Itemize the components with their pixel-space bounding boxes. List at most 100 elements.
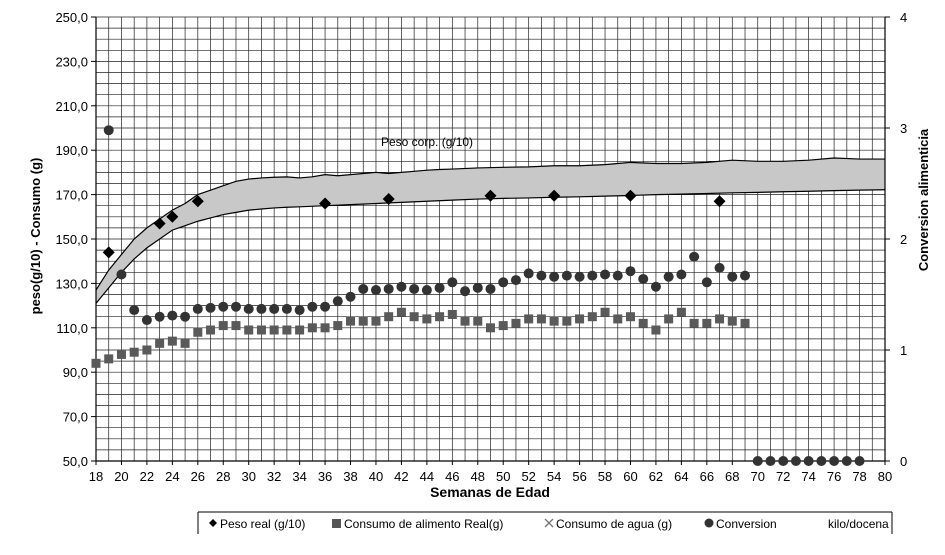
consumo-alimento-point [244, 325, 254, 335]
consumo-alimento-point [486, 323, 495, 333]
conversion-point [230, 301, 241, 312]
consumo-alimento-point [346, 316, 356, 326]
y2-axis-label: Conversion alimenticia [916, 128, 931, 271]
series-3 [103, 125, 865, 466]
x-axis-label: Semanas de Edad [430, 484, 550, 500]
x-tick-label: 34 [292, 469, 306, 484]
conversion-point [243, 303, 254, 314]
consumo-alimento-point [155, 338, 165, 348]
conversion-point [129, 305, 140, 316]
consumo-alimento-point [269, 325, 279, 335]
band-upper-line [95, 157, 885, 291]
conversion-point [141, 315, 152, 326]
legend-label-consumo-agua: Consumo de agua (g) [556, 517, 672, 531]
conversion-point [383, 283, 394, 294]
peso-real-point [319, 197, 332, 210]
conversion-point [370, 285, 381, 296]
conversion-point [790, 456, 801, 466]
y-tick-label: 110,0 [56, 321, 88, 336]
consumo-alimento-point [422, 314, 432, 324]
conversion-point [472, 282, 483, 293]
consumo-alimento-point [689, 318, 699, 328]
conversion-point [103, 125, 114, 136]
x-tick-label: 52 [521, 469, 535, 484]
peso-real-point [191, 195, 204, 208]
series-0 [102, 189, 726, 259]
conversion-point [396, 281, 407, 292]
consumo-alimento-point [676, 307, 686, 317]
conversion-point [536, 270, 547, 281]
conversion-point [701, 277, 712, 288]
y-tick-label: 130,0 [55, 276, 88, 291]
consumo-alimento-point [664, 314, 674, 324]
y-axis-label: peso(g/10) - Consumo (g) [28, 158, 43, 315]
consumo-alimento-point [435, 312, 445, 322]
conversion-point [638, 273, 649, 284]
y-tick-label: 250,0 [55, 10, 88, 25]
conversion-point [434, 282, 445, 293]
consumo-alimento-point [498, 321, 508, 331]
conversion-point [714, 262, 725, 273]
consumo-alimento-point [473, 316, 483, 326]
conversion-point [625, 266, 636, 277]
x-tick-label: 74 [801, 469, 815, 484]
consumo-alimento-point [384, 312, 394, 322]
consumo-alimento-point [206, 325, 216, 335]
conversion-point [320, 301, 331, 312]
y-tick-label: 70,0 [63, 410, 88, 425]
conversion-point [816, 456, 827, 466]
y2-tick-label: 0 [900, 454, 907, 469]
grid [95, 16, 886, 462]
conversion-point [676, 269, 687, 280]
legend-label-kilo-docena: kilo/docena [828, 517, 889, 531]
legend-diamond-icon [209, 519, 217, 527]
consumo-alimento-point [116, 349, 126, 359]
peso-real-point [166, 210, 179, 223]
conversion-point [485, 283, 496, 294]
conversion-point [510, 275, 521, 286]
consumo-alimento-point [651, 325, 661, 335]
y2-axis-ticks: 0 1 2 3 4 [885, 10, 907, 469]
peso-real-point [382, 193, 395, 206]
consumo-alimento-point [575, 314, 585, 324]
x-tick-label: 54 [547, 469, 561, 484]
x-tick-label: 46 [445, 469, 459, 484]
conversion-point [332, 296, 343, 307]
consumo-alimento-point [282, 325, 292, 335]
y2-tick-label: 2 [900, 232, 907, 247]
consumo-alimento-point [447, 309, 457, 319]
conversion-point [447, 277, 458, 288]
conversion-point [523, 268, 534, 279]
x-tick-label: 30 [241, 469, 255, 484]
conversion-point [549, 271, 560, 282]
band-fill [96, 157, 885, 304]
x-tick-label: 68 [725, 469, 739, 484]
conversion-point [829, 456, 840, 466]
conversion-point [345, 291, 356, 302]
x-tick-label: 80 [878, 469, 892, 484]
legend-cross-icon [544, 518, 554, 528]
conversion-point [154, 311, 165, 322]
consumo-alimento-point [193, 327, 203, 337]
x-tick-label: 40 [369, 469, 383, 484]
x-tick-label: 20 [114, 469, 128, 484]
conversion-point [116, 269, 127, 280]
legend-label-peso-real: Peso real (g/10) [220, 517, 305, 531]
consumo-alimento-point [91, 358, 101, 368]
conversion-point [803, 456, 814, 466]
conversion-point [765, 456, 776, 466]
peso-real-point [713, 195, 726, 208]
legend: Peso real (g/10) Consumo de alimento Rea… [197, 511, 893, 534]
conversion-point [180, 311, 191, 322]
conversion-point [498, 277, 509, 288]
x-tick-label: 62 [649, 469, 663, 484]
consumo-alimento-point [600, 307, 610, 317]
x-tick-label: 36 [318, 469, 332, 484]
y-tick-label: 90,0 [63, 365, 88, 380]
conversion-point [841, 456, 852, 466]
conversion-point [650, 281, 661, 292]
conversion-point [358, 283, 369, 294]
x-tick-label: 50 [496, 469, 510, 484]
conversion-point [294, 305, 305, 316]
y-tick-label: 230,0 [55, 54, 88, 69]
